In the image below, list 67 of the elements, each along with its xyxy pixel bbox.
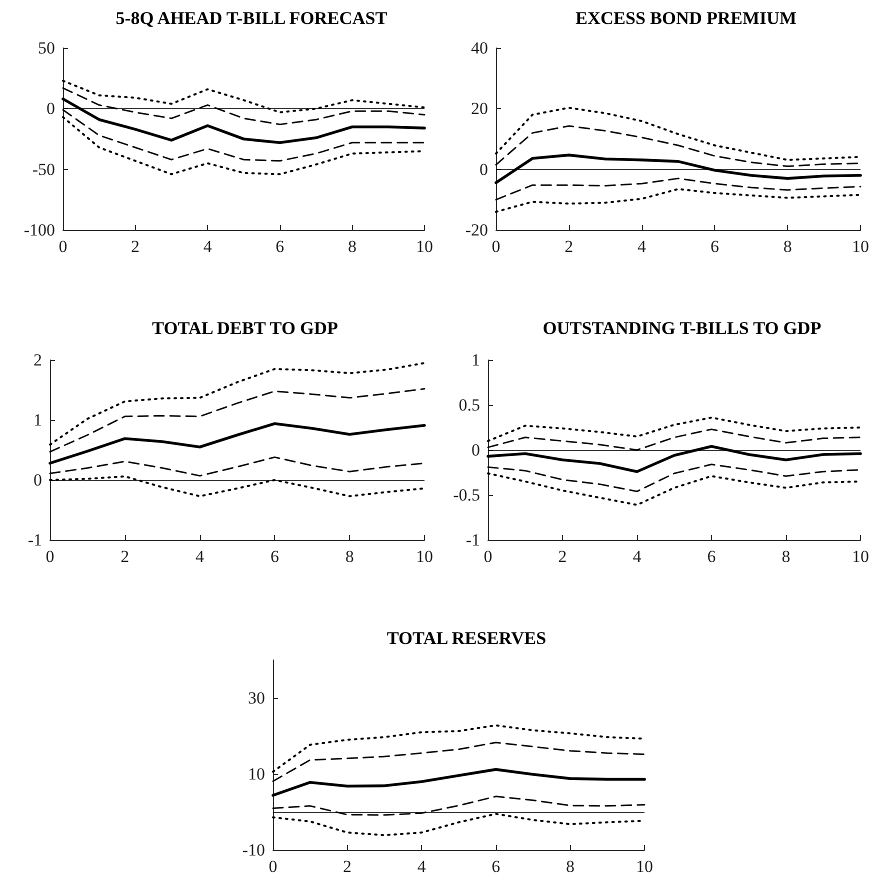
line-series <box>272 768 646 797</box>
y-tick-label: -0.5 <box>453 486 480 504</box>
line-series <box>495 188 862 213</box>
x-tick-label: 2 <box>120 547 130 566</box>
y-tick-label: 2 <box>34 350 42 370</box>
line-series <box>487 416 862 442</box>
line-series <box>495 178 862 200</box>
y-tick-label: -1 <box>466 530 480 550</box>
y-tick-label: 10 <box>248 764 265 784</box>
x-tick-label: 4 <box>638 237 647 256</box>
y-tick-label: 20 <box>471 99 488 118</box>
y-tick-label: 1 <box>472 350 480 370</box>
x-tick-label: 4 <box>417 857 426 876</box>
x-tick-label: 4 <box>196 547 205 566</box>
x-tick-label: 10 <box>416 237 433 256</box>
x-tick-label: 8 <box>348 237 356 256</box>
y-tick-label: 0.5 <box>458 396 480 414</box>
line-series <box>49 388 426 453</box>
y-tick-label: 0 <box>472 440 480 460</box>
y-tick-label: 1 <box>34 410 42 430</box>
line-series <box>487 428 862 451</box>
line-series <box>486 445 862 473</box>
x-tick-label: 6 <box>270 547 279 566</box>
chart-title: TOTAL RESERVES <box>386 628 546 648</box>
chart-title: TOTAL DEBT TO GDP <box>152 318 338 338</box>
line-series <box>272 742 646 782</box>
x-tick-label: 6 <box>492 857 500 876</box>
y-tick-label: 0 <box>46 99 55 118</box>
y-tick-label: 0 <box>34 470 42 490</box>
y-tick-label: 50 <box>38 38 55 58</box>
line-series <box>494 154 862 184</box>
x-tick-label: 0 <box>58 237 68 256</box>
y-tick-label: -50 <box>32 160 55 179</box>
y-tick-label: -10 <box>242 840 265 860</box>
x-tick-label: 0 <box>268 857 278 876</box>
x-tick-label: 10 <box>852 237 869 256</box>
line-series <box>62 87 426 126</box>
x-tick-label: 8 <box>345 547 354 566</box>
y-tick-label: 40 <box>471 38 488 58</box>
x-tick-label: 6 <box>710 237 719 256</box>
x-tick-label: 10 <box>636 857 653 876</box>
x-tick-label: 8 <box>566 857 574 876</box>
x-tick-label: 10 <box>852 547 869 566</box>
x-tick-label: 10 <box>416 547 433 566</box>
x-tick-label: 2 <box>558 547 567 566</box>
chart-title: EXCESS BOND PREMIUM <box>575 8 797 28</box>
y-tick-label: -100 <box>24 220 55 240</box>
x-tick-label: 6 <box>276 237 284 256</box>
y-tick-label: -1 <box>28 530 42 550</box>
line-series <box>272 796 646 816</box>
x-tick-label: 4 <box>632 547 642 566</box>
x-tick-label: 2 <box>343 857 352 876</box>
x-tick-label: 0 <box>492 237 500 256</box>
x-tick-label: 8 <box>782 547 790 566</box>
y-tick-label: 0 <box>480 160 488 179</box>
chart-title: 5-8Q AHEAD T-BILL FORECAST <box>116 8 388 28</box>
y-tick-label: -20 <box>465 220 488 240</box>
line-series <box>49 362 426 446</box>
line-series <box>48 422 426 465</box>
x-tick-label: 8 <box>783 237 792 256</box>
x-tick-label: 4 <box>203 237 212 256</box>
x-tick-label: 2 <box>564 237 574 256</box>
y-tick-label: 30 <box>248 688 265 708</box>
chart-title: OUTSTANDING T-BILLS TO GDP <box>542 318 822 338</box>
line-series <box>62 98 426 144</box>
x-tick-label: 6 <box>707 547 716 566</box>
x-tick-label: 2 <box>131 237 140 256</box>
